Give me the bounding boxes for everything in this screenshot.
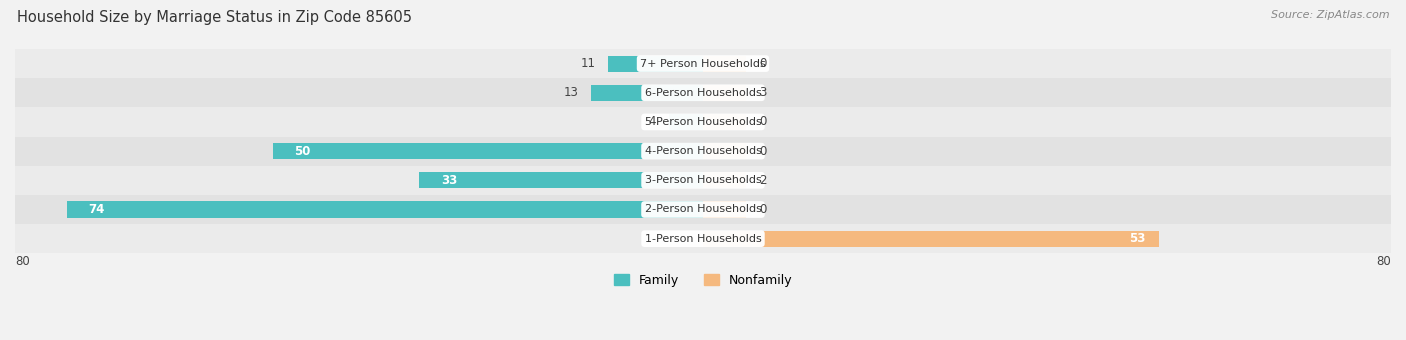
Text: 2: 2 — [759, 174, 766, 187]
Bar — [66, 202, 703, 218]
Bar — [703, 202, 747, 218]
Bar — [15, 78, 1391, 107]
Bar — [703, 114, 747, 130]
Text: 11: 11 — [581, 57, 596, 70]
Text: Source: ZipAtlas.com: Source: ZipAtlas.com — [1271, 10, 1389, 20]
Text: 4-Person Households: 4-Person Households — [644, 146, 762, 156]
Text: 3: 3 — [759, 86, 766, 99]
Text: 0: 0 — [759, 57, 766, 70]
Text: 0: 0 — [759, 203, 766, 216]
Bar — [703, 85, 747, 101]
Bar — [609, 55, 703, 72]
Legend: Family, Nonfamily: Family, Nonfamily — [609, 269, 797, 292]
Text: 53: 53 — [1129, 232, 1146, 245]
Text: 50: 50 — [294, 144, 311, 158]
Bar — [703, 172, 747, 188]
Bar — [591, 85, 703, 101]
Bar — [15, 224, 1391, 253]
Text: 3-Person Households: 3-Person Households — [644, 175, 762, 185]
Bar — [273, 143, 703, 159]
Text: 0: 0 — [759, 116, 766, 129]
Bar — [15, 137, 1391, 166]
Text: 1-Person Households: 1-Person Households — [644, 234, 762, 244]
Bar — [703, 231, 1159, 247]
Text: Household Size by Marriage Status in Zip Code 85605: Household Size by Marriage Status in Zip… — [17, 10, 412, 25]
Text: 80: 80 — [15, 255, 30, 268]
Text: 33: 33 — [440, 174, 457, 187]
Bar — [669, 114, 703, 130]
Text: 5-Person Households: 5-Person Households — [644, 117, 762, 127]
Bar — [419, 172, 703, 188]
Bar — [703, 143, 747, 159]
Text: 13: 13 — [564, 86, 578, 99]
Text: 2-Person Households: 2-Person Households — [644, 204, 762, 215]
Text: 7+ Person Households: 7+ Person Households — [640, 58, 766, 69]
Text: 6-Person Households: 6-Person Households — [644, 88, 762, 98]
Bar — [15, 195, 1391, 224]
Text: 80: 80 — [1376, 255, 1391, 268]
Bar — [15, 166, 1391, 195]
Text: 74: 74 — [89, 203, 104, 216]
Bar — [15, 49, 1391, 78]
Text: 4: 4 — [648, 116, 655, 129]
Text: 0: 0 — [759, 144, 766, 158]
Bar — [15, 107, 1391, 137]
Bar — [703, 55, 747, 72]
